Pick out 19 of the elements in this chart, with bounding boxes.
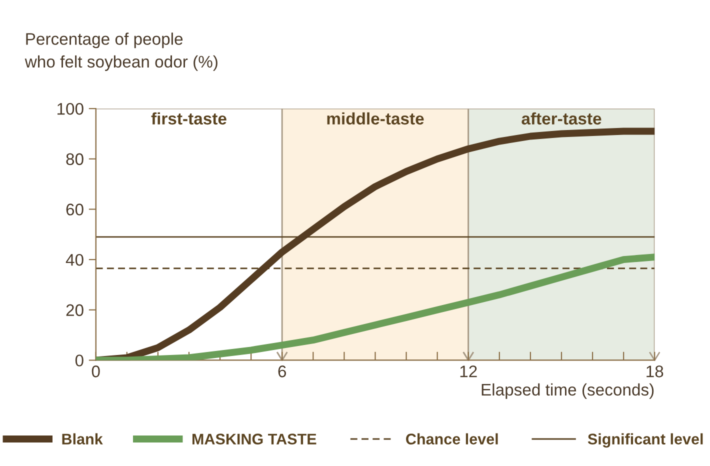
legend-label: Chance level	[406, 433, 498, 445]
x-tick-label: 18	[646, 366, 664, 378]
legend-label: Significant level	[588, 433, 703, 448]
y-axis-title: Percentage of people who felt soybean odor (%)	[24, 32, 218, 71]
legend-label: Blank	[62, 433, 103, 445]
y-tick-label: 100	[58, 102, 84, 115]
y-tick-label: 0	[75, 354, 84, 366]
y-tick-label: 60	[66, 204, 84, 216]
y-tick-label: 80	[66, 153, 84, 166]
x-axis-title: Elapsed time (seconds)	[482, 383, 654, 399]
x-tick-label: 12	[460, 366, 477, 378]
band-label: after-taste	[522, 112, 602, 125]
band-label: first-taste	[151, 112, 226, 125]
x-tick-label: 0	[92, 366, 100, 378]
y-tick-label: 20	[66, 304, 84, 316]
band-label: middle-taste	[327, 112, 424, 125]
x-tick-label: 6	[278, 366, 286, 378]
legend-label: MASKING TASTE	[192, 434, 316, 445]
y-tick-label: 40	[66, 254, 84, 266]
